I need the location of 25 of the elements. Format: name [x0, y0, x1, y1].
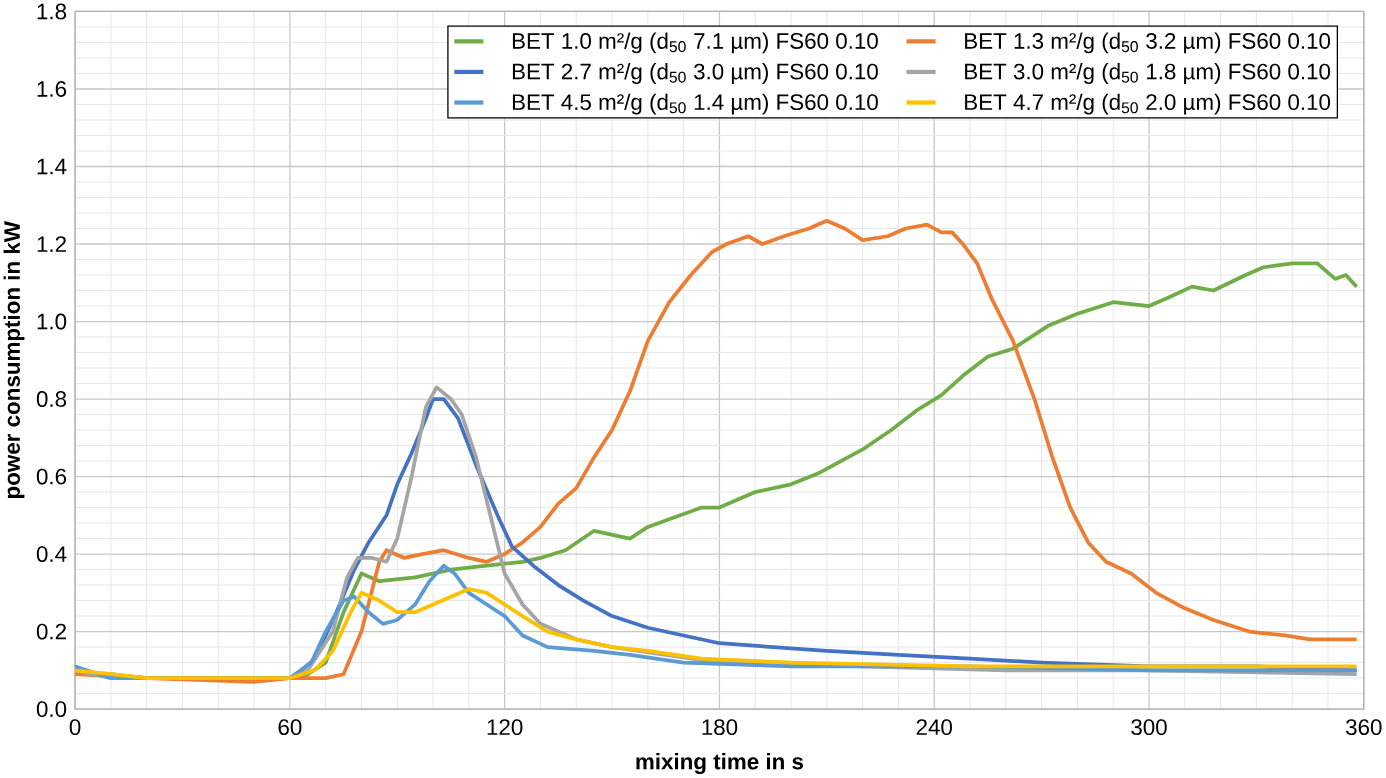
- y-axis-title: power consumption in kW: [3, 221, 25, 499]
- legend-label: BET 4.5 m²/g (d$_{50}$ 1.4 µm) FS60 0.10: [512, 93, 878, 115]
- legend-label: BET 4.7 m²/g (d$_{50}$ 2.0 µm) FS60 0.10: [965, 93, 1331, 115]
- legend-label: BET 1.0 m²/g (d$_{50}$ 7.1 µm) FS60 0.10: [512, 32, 878, 54]
- x-tick-label: 180: [702, 719, 738, 736]
- y-tick-label: 0.8: [36, 391, 67, 408]
- x-tick-label: 0: [69, 719, 81, 736]
- y-tick-label: 1.4: [37, 159, 67, 175]
- y-tick-label: 0.4: [36, 546, 67, 563]
- legend-label: BET 2.7 m²/g (d$_{50}$ 3.0 µm) FS60 0.10: [512, 63, 878, 85]
- y-tick-label: 1.0: [37, 313, 67, 330]
- legend-label: BET 1.3 m²/g (d$_{50}$ 3.2 µm) FS60 0.10: [965, 32, 1331, 54]
- x-tick-label: 360: [1345, 719, 1382, 736]
- y-tick-label: 0.0: [36, 701, 67, 718]
- y-tick-label: 0.2: [36, 623, 66, 640]
- x-tick-label: 120: [487, 719, 523, 736]
- legend-label: BET 3.0 m²/g (d$_{50}$ 1.8 µm) FS60 0.10: [965, 63, 1331, 85]
- x-tick-label: 300: [1131, 719, 1167, 736]
- y-tick-label: 1.6: [37, 81, 67, 98]
- y-tick-label: 1.2: [37, 236, 66, 253]
- x-axis-title: mixing time in s: [636, 753, 804, 775]
- x-tick-label: 240: [916, 719, 952, 736]
- x-tick-label: 60: [278, 719, 302, 736]
- y-tick-label: 0.6: [36, 468, 67, 485]
- y-tick-label: 1.8: [37, 3, 67, 20]
